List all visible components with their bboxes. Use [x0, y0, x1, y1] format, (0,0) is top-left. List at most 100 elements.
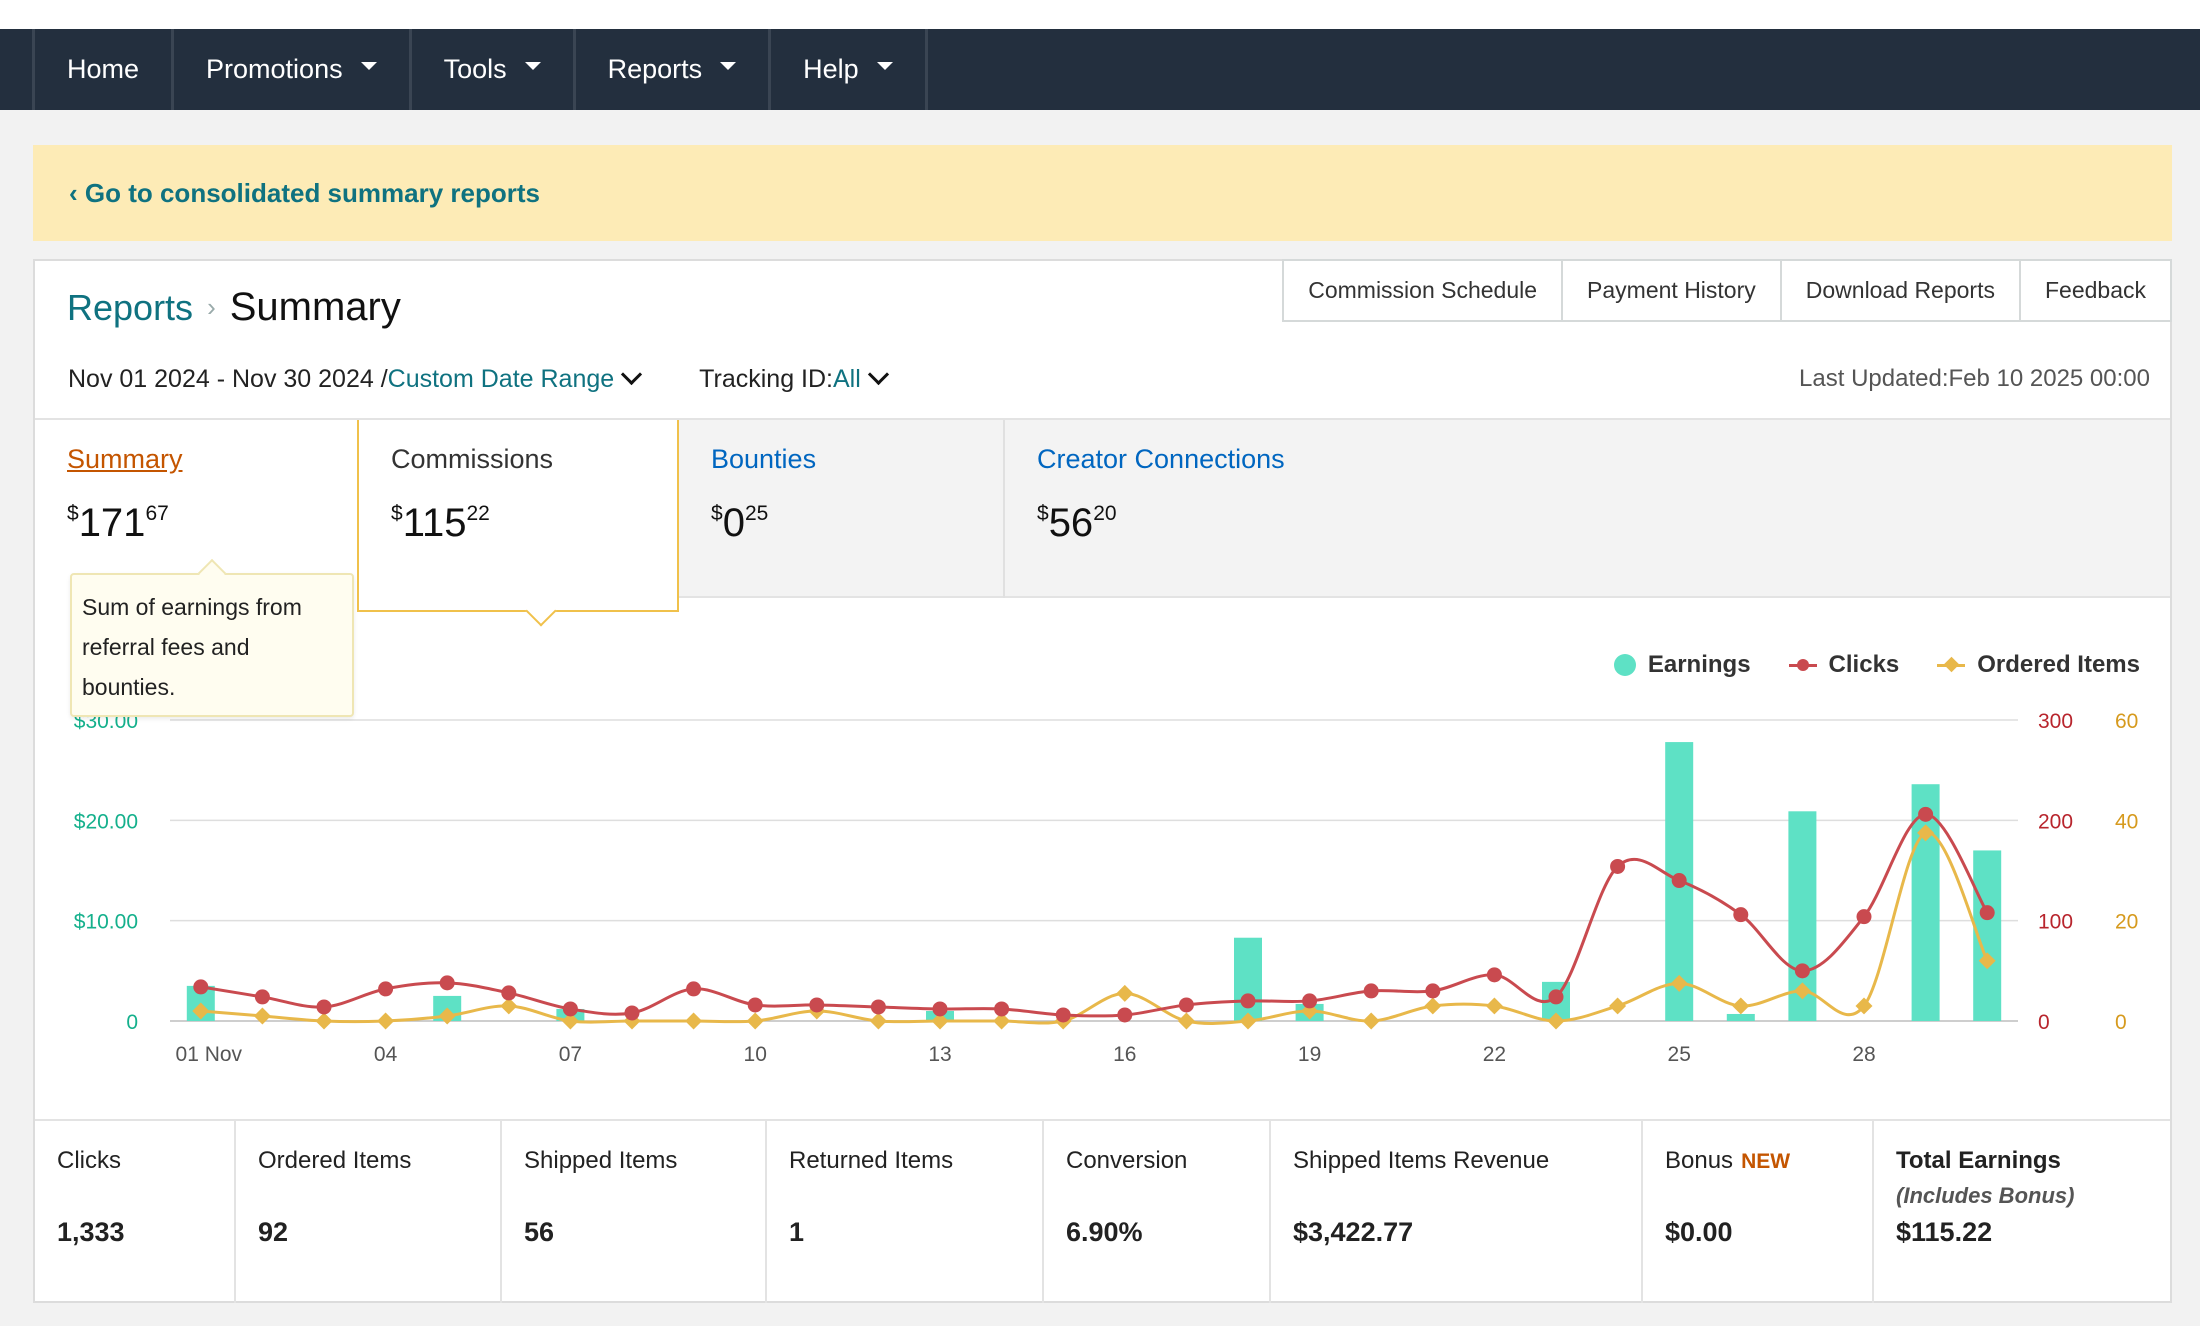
caret-down-icon — [524, 61, 541, 70]
ordered-items-point — [1670, 974, 1688, 992]
nav-help[interactable]: Help — [768, 29, 928, 110]
commissions-cents: 22 — [466, 502, 490, 525]
breadcrumb: Reports › Summary — [67, 285, 401, 330]
chart-legend: Earnings Clicks Ordered Items — [1576, 651, 2140, 679]
currency-symbol: $ — [67, 502, 79, 525]
clicks-point — [378, 981, 394, 997]
stat-conversion: Conversion 6.90% — [1044, 1121, 1271, 1303]
stat-returned-value: 1 — [789, 1217, 805, 1247]
clicks-point — [932, 1001, 948, 1017]
clicks-point — [1548, 989, 1564, 1005]
tab-bounties-label: Bounties — [711, 444, 817, 474]
stat-clicks-value: 1,333 — [57, 1217, 125, 1247]
feedback-button[interactable]: Feedback — [2018, 259, 2172, 322]
summary-dollars: 171 — [78, 501, 146, 545]
stat-conversion-label: Conversion — [1066, 1147, 1188, 1174]
stat-bonus-value: $0.00 — [1665, 1217, 1733, 1247]
earnings-bar — [1234, 937, 1262, 1021]
y-tick-right-clicks: 0 — [2038, 1011, 2050, 1034]
stat-total-value: $115.22 — [1896, 1217, 1993, 1247]
ordered-items-point — [1116, 984, 1134, 1002]
clicks-line-icon — [1788, 658, 1817, 671]
stats-row: Clicks 1,333 Ordered Items 92 Shipped It… — [35, 1119, 2170, 1303]
ordered-items-line-icon — [1937, 656, 1966, 672]
y-tick-left: $20.00 — [74, 810, 138, 833]
ordered-items-point — [438, 1007, 456, 1025]
tab-bounties[interactable]: Bounties $025 — [679, 420, 1003, 598]
clicks-point — [316, 999, 332, 1015]
legend-clicks[interactable]: Clicks — [1788, 651, 1899, 679]
clicks-point — [686, 981, 702, 997]
commission-schedule-button[interactable]: Commission Schedule — [1282, 259, 1562, 322]
bounties-cents: 25 — [744, 502, 769, 525]
clicks-point — [1240, 993, 1256, 1009]
last-updated: Last Updated:Feb 10 2025 00:00 — [1799, 365, 2150, 392]
caret-down-icon — [720, 61, 737, 70]
legend-ordered-label: Ordered Items — [1977, 651, 2140, 678]
tracking-id-dropdown[interactable]: All — [833, 365, 861, 393]
nav-promotions[interactable]: Promotions — [171, 29, 409, 110]
ordered-items-point — [315, 1012, 333, 1030]
x-tick-label: 07 — [559, 1043, 582, 1066]
tab-summary-label: Summary — [67, 444, 183, 474]
clicks-point — [1302, 993, 1318, 1009]
top-navigation: Home Promotions Tools Reports Help — [0, 29, 2200, 110]
earnings-bar — [1911, 784, 1940, 1021]
stat-conversion-value: 6.90% — [1066, 1217, 1143, 1247]
y-tick-right-ordered: 20 — [2115, 911, 2138, 934]
ordered-items-point — [931, 1012, 949, 1030]
nav-tools-label: Tools — [443, 54, 507, 84]
ordered-items-point — [993, 1012, 1011, 1030]
ordered-items-point — [685, 1012, 703, 1030]
ordered-items-line — [200, 831, 1989, 1025]
nav-help-label: Help — [803, 54, 859, 84]
tab-creator-connections[interactable]: Creator Connections $5620 — [1003, 420, 1383, 598]
currency-symbol: $ — [711, 502, 723, 525]
stat-returned-label: Returned Items — [789, 1147, 954, 1174]
clicks-point — [1425, 983, 1441, 999]
report-card: Reports › Summary Commission Schedule Pa… — [33, 259, 2172, 1303]
ordered-items-point — [500, 997, 518, 1015]
clicks-point — [1979, 905, 1995, 921]
stat-shipped-items: Shipped Items 56 — [502, 1121, 767, 1303]
x-tick-label: 01 Nov — [176, 1043, 243, 1066]
earnings-bar — [1726, 1013, 1755, 1021]
new-badge: NEW — [1741, 1150, 1791, 1173]
ordered-items-point — [1732, 997, 1750, 1015]
legend-earnings[interactable]: Earnings — [1613, 651, 1751, 679]
x-tick-label: 19 — [1298, 1043, 1321, 1066]
y-tick-left: 0 — [126, 1011, 138, 1034]
stat-revenue-value: $3,422.77 — [1293, 1217, 1414, 1247]
clicks-point — [254, 989, 270, 1005]
clicks-point — [809, 997, 825, 1013]
nav-reports-label: Reports — [607, 54, 703, 84]
consolidated-summary-link[interactable]: ‹ Go to consolidated summary reports — [69, 177, 540, 208]
clicks-point — [870, 999, 886, 1015]
x-tick-label: 13 — [928, 1043, 951, 1066]
clicks-point — [1055, 1007, 1071, 1023]
currency-symbol: $ — [1037, 502, 1049, 525]
tab-summary[interactable]: Summary $17167 — [35, 420, 357, 598]
nav-home[interactable]: Home — [32, 29, 171, 110]
stat-total-sublabel: (Includes Bonus) — [1896, 1183, 2075, 1208]
stat-clicks-label: Clicks — [57, 1147, 121, 1174]
tab-summary-amount: $17167 — [67, 501, 357, 546]
stat-revenue-label: Shipped Items Revenue — [1293, 1147, 1550, 1174]
payment-history-button[interactable]: Payment History — [1561, 259, 1780, 322]
currency-symbol: $ — [391, 502, 403, 525]
clicks-point — [1178, 997, 1194, 1013]
summary-cents: 67 — [145, 502, 169, 525]
tab-commissions[interactable]: Commissions $11522 — [357, 420, 679, 612]
tooltip-text: Sum of earnings from referral fees and b… — [82, 594, 302, 700]
nav-promotions-label: Promotions — [206, 54, 343, 84]
nav-reports[interactable]: Reports — [572, 29, 769, 110]
legend-ordered-items[interactable]: Ordered Items — [1937, 651, 2140, 679]
report-actions: Commission Schedule Payment History Down… — [1282, 259, 2172, 322]
download-reports-button[interactable]: Download Reports — [1779, 259, 2019, 322]
y-tick-left: $10.00 — [74, 911, 138, 934]
date-range-dropdown[interactable]: Custom Date Range — [387, 365, 615, 393]
breadcrumb-reports-link[interactable]: Reports — [67, 287, 194, 328]
nav-tools[interactable]: Tools — [408, 29, 573, 110]
x-tick-label: 25 — [1668, 1043, 1691, 1066]
